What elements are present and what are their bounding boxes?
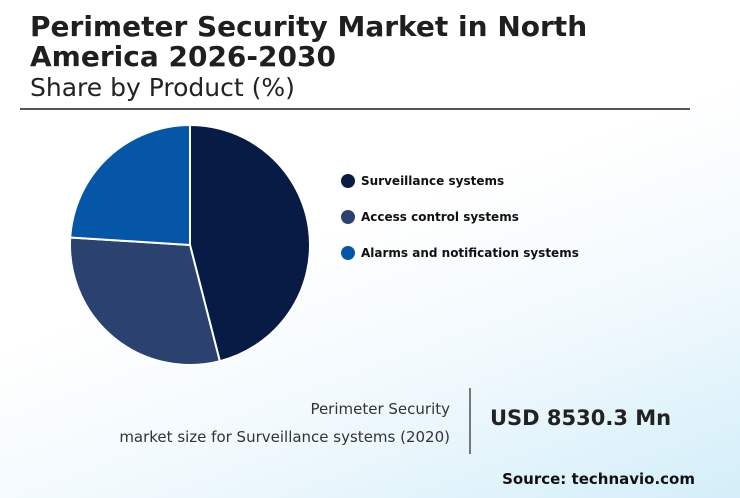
header-divider [20, 108, 690, 110]
legend-label-access-control: Access control systems [361, 210, 519, 224]
legend-label-alarms: Alarms and notification systems [361, 246, 579, 260]
chart-title: Perimeter Security Market in North Ameri… [30, 10, 588, 73]
legend-item-surveillance: Surveillance systems [341, 172, 579, 190]
pie-slice-access-control [69, 236, 221, 366]
stat-label-line1: Perimeter Security [310, 400, 450, 418]
chart-subtitle: Share by Product (%) [30, 73, 295, 102]
stat-divider [469, 388, 471, 454]
pie-chart [69, 124, 311, 366]
chart-legend: Surveillance systems Access control syst… [341, 172, 579, 280]
legend-label-surveillance: Surveillance systems [361, 174, 505, 188]
pie-slice-surveillance [189, 124, 311, 363]
legend-swatch-surveillance [341, 174, 355, 188]
legend-item-alarms: Alarms and notification systems [341, 244, 579, 262]
pie-slice-alarms [69, 124, 191, 246]
legend-item-access-control: Access control systems [341, 208, 579, 226]
stat-value: USD 8530.3 Mn [490, 406, 672, 430]
legend-swatch-access-control [341, 210, 355, 224]
legend-swatch-alarms [341, 246, 355, 260]
source-credit: Source: technavio.com [502, 470, 695, 488]
stat-label-line2: market size for Surveillance systems (20… [119, 428, 450, 446]
